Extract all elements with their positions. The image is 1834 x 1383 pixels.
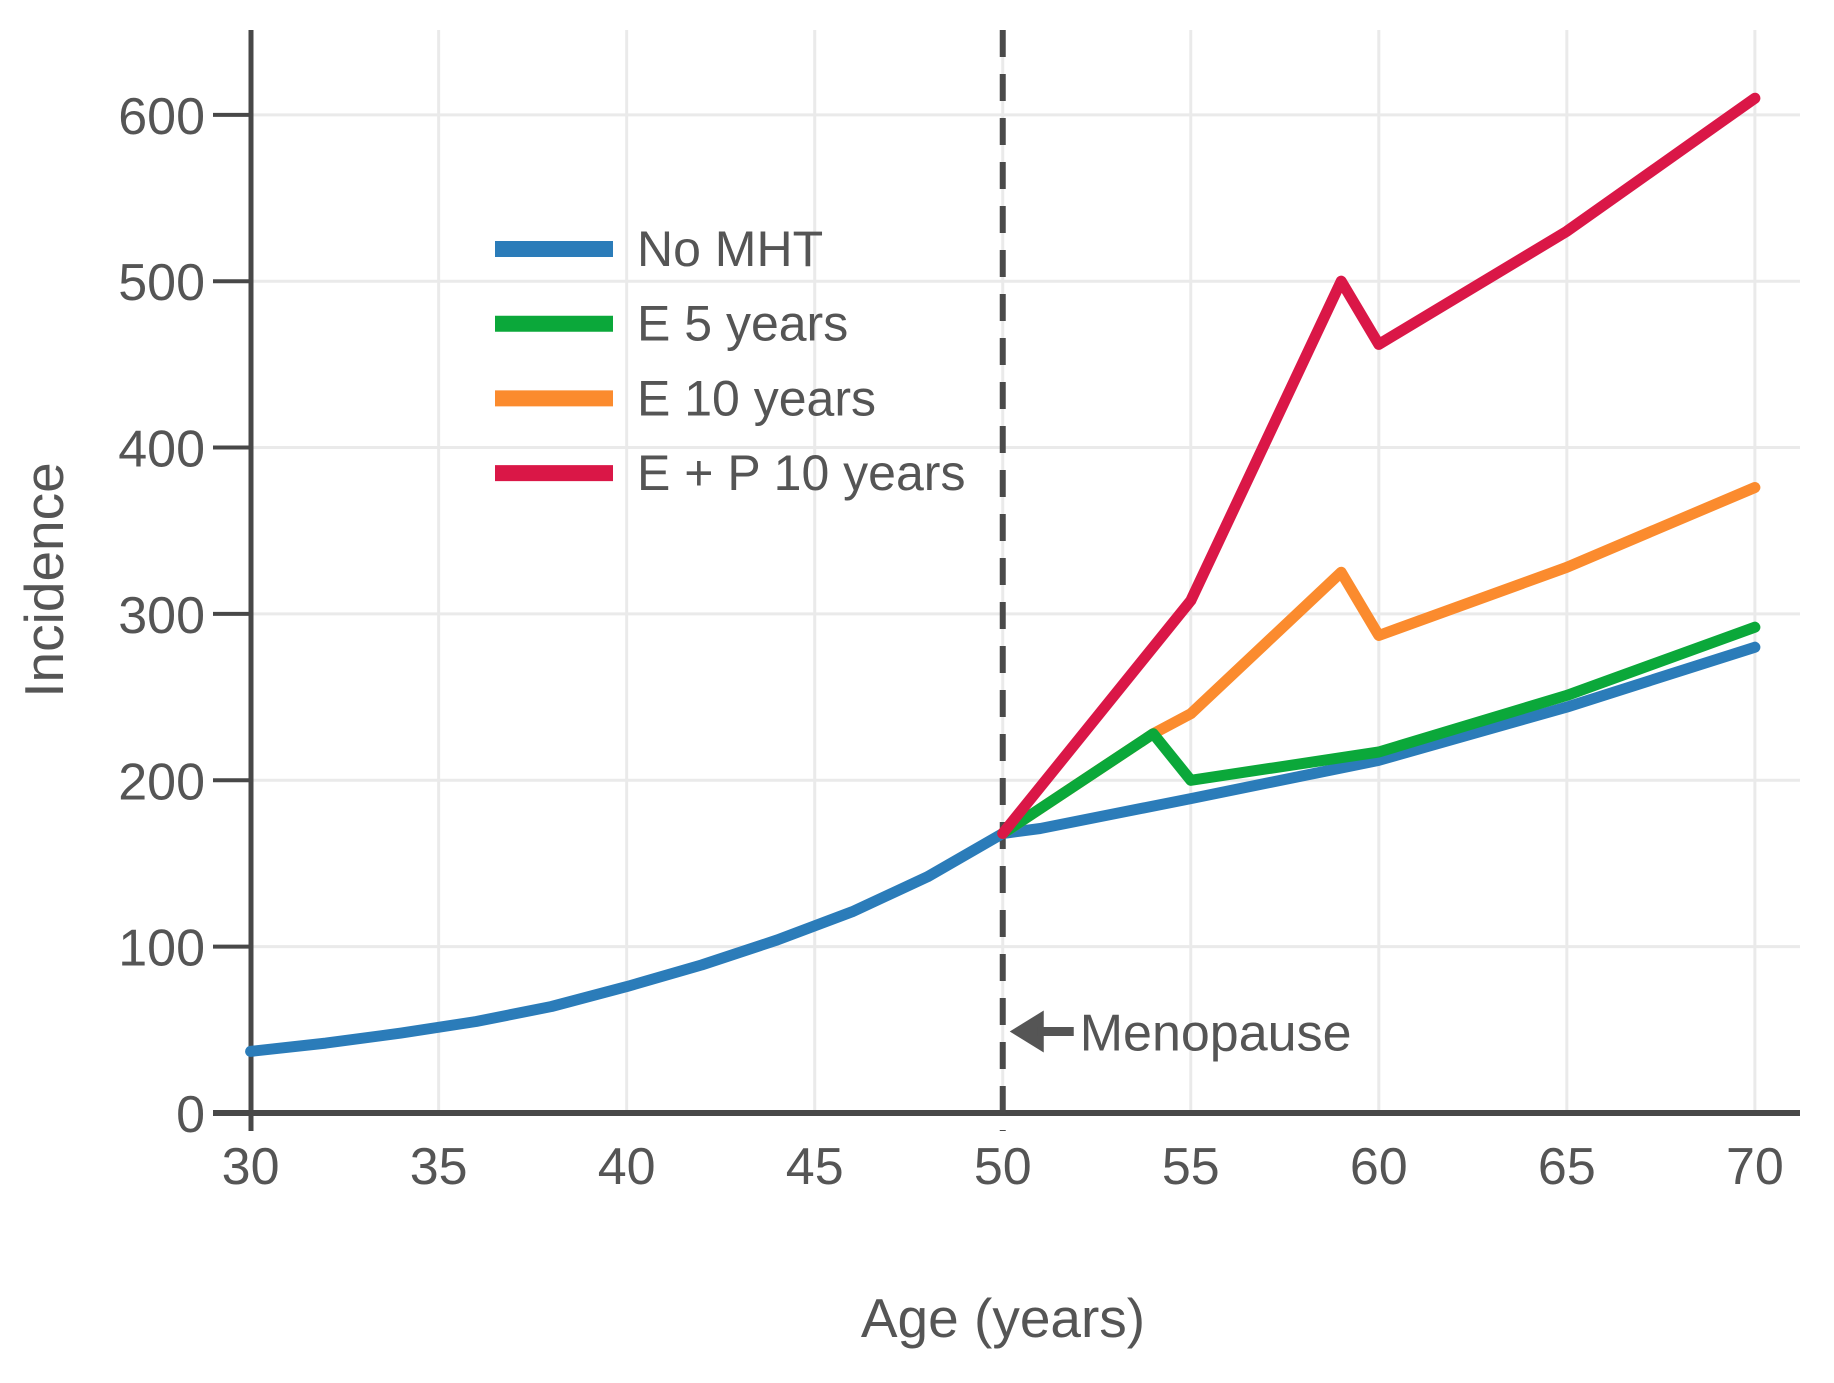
legend-label-4: E + P 10 years xyxy=(637,445,965,501)
x-tick-label-70: 70 xyxy=(1726,1138,1784,1196)
x-tick-label-45: 45 xyxy=(786,1138,844,1196)
x-tick-label-65: 65 xyxy=(1538,1138,1596,1196)
x-tick-label-50: 50 xyxy=(974,1138,1032,1196)
series-line-e-p-10-years xyxy=(997,92,1761,839)
series-line-no-mht xyxy=(245,641,1761,1057)
x-tick-label-35: 35 xyxy=(410,1138,468,1196)
menopause-annotation-label: Menopause xyxy=(1080,1004,1352,1062)
left-arrow-icon xyxy=(1009,1010,1044,1053)
legend-label-2: E 5 years xyxy=(637,296,848,352)
y-tick-label-300: 300 xyxy=(118,587,205,645)
y-axis-title: Incidence xyxy=(13,462,75,697)
x-tick-label-40: 40 xyxy=(598,1138,656,1196)
y-tick-label-400: 400 xyxy=(118,421,205,479)
y-tick-label-600: 600 xyxy=(118,88,205,146)
legend-label-1: No MHT xyxy=(637,221,823,277)
series-line-e-5-years xyxy=(997,621,1761,839)
y-tick-label-200: 200 xyxy=(118,753,205,811)
x-tick-label-30: 30 xyxy=(222,1138,280,1196)
y-tick-label-100: 100 xyxy=(118,920,205,978)
y-tick-label-0: 0 xyxy=(176,1086,205,1144)
y-tick-label-500: 500 xyxy=(118,254,205,312)
x-tick-label-60: 60 xyxy=(1350,1138,1408,1196)
x-tick-label-55: 55 xyxy=(1162,1138,1220,1196)
legend-label-3: E 10 years xyxy=(637,370,876,426)
x-axis-title: Age (years) xyxy=(861,1287,1145,1349)
